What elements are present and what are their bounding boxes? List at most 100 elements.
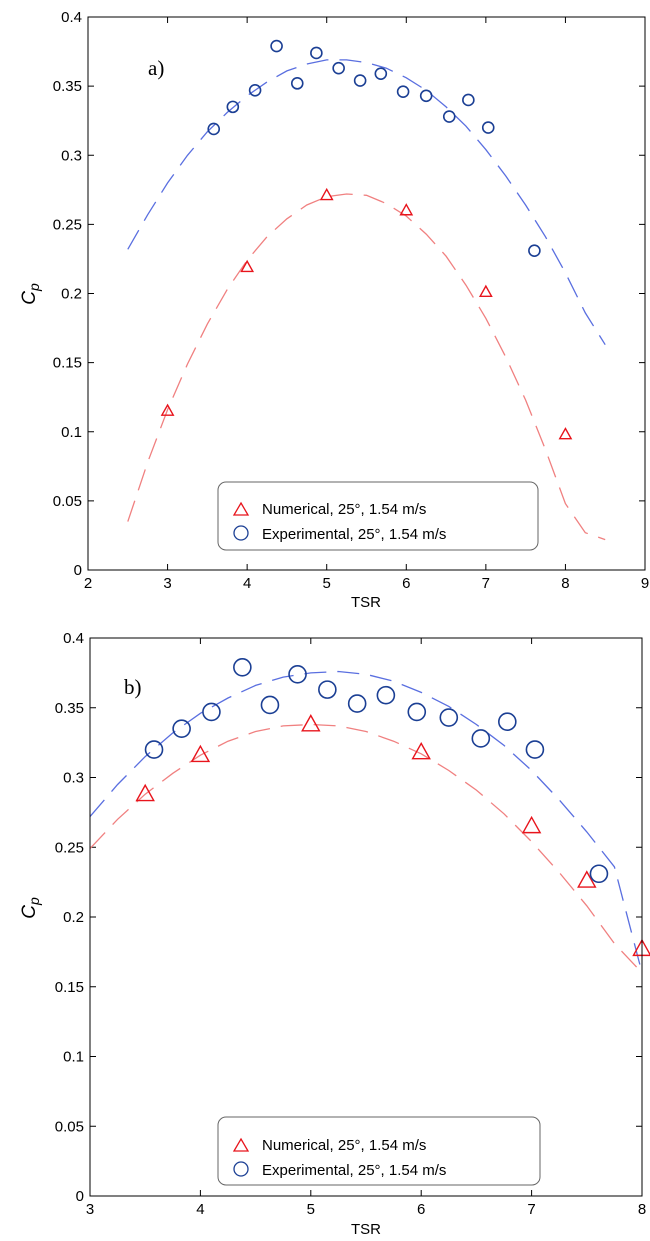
panel-label-a: a) <box>148 56 164 80</box>
chart-a-x-tick-label: 7 <box>482 575 490 592</box>
chart-a-x-tick-label: 4 <box>243 575 251 592</box>
legend-triangle-icon <box>232 501 250 516</box>
chart-a-numerical-point <box>160 403 175 416</box>
chart-b-x-tick-label: 7 <box>527 1201 535 1218</box>
chart-b-legend: Numerical, 25°, 1.54 m/s Experimental, 2… <box>217 1116 541 1186</box>
legend-triangle-icon <box>232 1137 250 1152</box>
chart-a-experimental-point <box>310 46 323 60</box>
chart-b-x-axis-title: TSR <box>351 1221 381 1238</box>
chart-b-y-tick-label: 0.4 <box>63 630 84 647</box>
chart-a-experimental-point <box>396 85 410 98</box>
chart-a-y-tick-label: 0.35 <box>53 78 82 95</box>
chart-a-experimental-point <box>353 74 367 87</box>
chart-a-experimental-fit-line <box>127 59 606 346</box>
chart-a-points <box>160 39 573 440</box>
chart-b-experimental-point <box>288 664 307 684</box>
chart-a-legend: Numerical, 25°, 1.54 m/s Experimental, 2… <box>217 481 539 551</box>
chart-b-experimental-point <box>589 864 609 884</box>
chart-a-numerical-point <box>240 259 255 273</box>
chart-a-numerical-fit-line <box>127 193 606 541</box>
chart-a-experimental-point <box>248 83 262 97</box>
chart-a-x-tick-label: 2 <box>84 575 92 592</box>
panel-label-b: b) <box>124 675 142 699</box>
chart-b-numerical-point <box>577 870 597 888</box>
chart-a-x-axis-title: TSR <box>351 594 381 611</box>
chart-b-numerical-fit-line <box>89 723 643 974</box>
chart-b-legend-experimental: Experimental, 25°, 1.54 m/s <box>262 1162 446 1179</box>
chart-b-experimental-point <box>233 657 252 677</box>
chart-a-y-title-sub: p <box>26 283 42 292</box>
chart-a-experimental-point <box>226 100 240 114</box>
chart-a-experimental-point <box>528 244 541 257</box>
chart-b-numerical-point <box>411 741 431 760</box>
chart-a-x-tick-label: 9 <box>641 575 649 592</box>
chart-b-x-tick-label: 4 <box>196 1201 204 1218</box>
chart-b-experimental-fit-line <box>89 670 643 973</box>
svg-text:Cp: Cp <box>19 897 42 919</box>
chart-a-experimental-point <box>462 93 475 107</box>
chart-b-y-tick-label: 0.05 <box>55 1118 84 1135</box>
chart-b-y-tick-label: 0.35 <box>55 700 84 717</box>
chart-b-y-tick-label: 0.2 <box>63 909 84 926</box>
chart-b-x-tick-label: 3 <box>86 1201 94 1218</box>
chart-b-y-tick-label: 0.3 <box>63 770 84 787</box>
chart-a-experimental-point <box>481 121 495 134</box>
chart-a-x-tick-label: 8 <box>561 575 569 592</box>
chart-a-y-tick-label: 0.25 <box>53 216 82 233</box>
chart-b-y-tick-label: 0.25 <box>55 839 84 856</box>
chart-a-experimental-point <box>374 67 388 80</box>
chart-b-y-tick-label: 0 <box>76 1188 84 1205</box>
chart-b-points <box>135 657 650 957</box>
chart-a-experimental-point <box>270 39 283 53</box>
chart-a-y-tick-label: 0.15 <box>53 355 82 372</box>
chart-b-numerical-point <box>521 815 542 834</box>
chart-a-y-title-main: C <box>19 291 40 305</box>
chart-a-numerical-point <box>558 427 573 440</box>
chart-a-y-tick-label: 0.2 <box>61 286 82 303</box>
chart-b-experimental-point <box>525 740 545 759</box>
chart-a-y-tick-label: 0.05 <box>53 493 82 510</box>
chart-b-experimental-point <box>376 685 396 705</box>
chart-a-experimental-point <box>419 89 433 103</box>
chart-a-x-tick-label: 3 <box>163 575 171 592</box>
chart-a-ticks: 2 3 4 5 6 7 8 9 0 0.05 0.1 0.15 0.2 0.25 0.3 0.35 0.4 <box>53 9 649 592</box>
chart-a-numerical-point <box>478 284 493 298</box>
chart-b-experimental-point <box>471 729 491 748</box>
svg-text:Cp: Cp <box>19 283 42 305</box>
chart-a-fit-curves <box>127 59 606 541</box>
chart-b-fit-curves <box>89 670 643 974</box>
chart-a-y-tick-label: 0.3 <box>61 147 82 164</box>
chart-a-legend-numerical: Numerical, 25°, 1.54 m/s <box>262 501 426 518</box>
chart-b-y-title-sub: p <box>26 897 42 906</box>
chart-a-y-tick-label: 0.4 <box>61 9 82 26</box>
chart-b-x-tick-label: 5 <box>307 1201 315 1218</box>
chart-b-experimental-point <box>144 740 164 759</box>
chart-a-legend-experimental: Experimental, 25°, 1.54 m/s <box>262 526 446 543</box>
chart-b-experimental-point <box>172 719 191 738</box>
chart-a: a) 2 3 4 5 6 7 8 9 0 0.05 0.1 0.15 0.2 0.25 0.3 0.35 0.4… <box>19 9 649 611</box>
chart-a-x-tick-label: 5 <box>323 575 331 592</box>
chart-b-ticks: 3 4 5 6 7 8 0 0.05 0.1 0.15 0.2 0.25 0.3 0.35 0.4 <box>55 630 646 1218</box>
chart-b-y-axis-title: Cp <box>19 897 42 919</box>
chart-b-y-title-main: C <box>19 905 40 919</box>
chart-a-experimental-point <box>207 122 221 136</box>
chart-a-y-axis-title: Cp <box>19 283 42 305</box>
chart-b-experimental-point <box>439 708 459 727</box>
legend-circle-icon <box>233 1161 249 1177</box>
chart-b-experimental-point <box>347 694 367 713</box>
chart-a-y-tick-label: 0 <box>74 562 82 579</box>
chart-b-x-tick-label: 8 <box>638 1201 646 1218</box>
chart-b-legend-numerical: Numerical, 25°, 1.54 m/s <box>262 1137 426 1154</box>
chart-b-numerical-point <box>301 714 321 732</box>
chart-a-y-tick-label: 0.1 <box>61 424 82 441</box>
chart-b-plot-frame <box>89 637 643 1197</box>
chart-b-experimental-point <box>498 712 517 731</box>
chart-b-experimental-point <box>260 695 280 715</box>
chart-b-numerical-point <box>190 744 211 763</box>
chart-b-x-tick-label: 6 <box>417 1201 425 1218</box>
chart-b-experimental-point <box>202 702 221 722</box>
legend-circle-icon <box>233 525 249 541</box>
chart-b-y-tick-label: 0.1 <box>63 1049 84 1066</box>
chart-a-numerical-point <box>319 187 334 201</box>
chart-a-x-tick-label: 6 <box>402 575 410 592</box>
